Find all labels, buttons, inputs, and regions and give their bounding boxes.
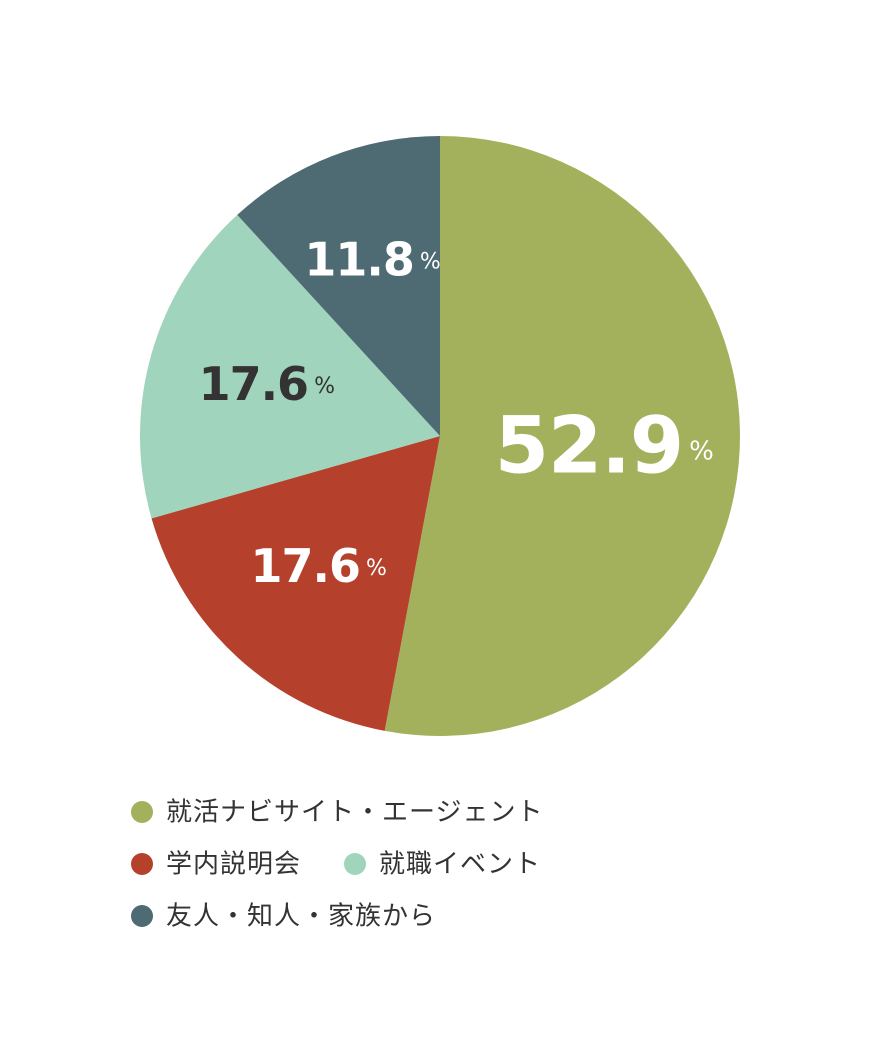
- data-label-value: 17.6: [251, 539, 361, 593]
- legend-marker: [131, 801, 153, 823]
- data-label-unit: %: [366, 556, 387, 581]
- data-label: 17.6%: [251, 539, 387, 593]
- data-label-unit: %: [689, 436, 714, 466]
- legend-marker: [131, 905, 153, 927]
- pie-slice: [384, 136, 740, 736]
- pie-slice: [140, 214, 441, 519]
- data-label-value: 52.9: [495, 402, 683, 492]
- data-label: 52.9%: [495, 402, 714, 492]
- legend-marker: [344, 853, 366, 875]
- legend-label: 学内説明会: [166, 850, 301, 880]
- legend-label: 友人・知人・家族から: [166, 902, 436, 932]
- data-label-value: 17.6: [199, 357, 309, 411]
- legend-label: 就活ナビサイト・エージェント: [166, 798, 543, 828]
- data-label: 11.8%: [304, 232, 440, 286]
- data-label-unit: %: [314, 374, 335, 399]
- data-label-unit: %: [420, 250, 441, 275]
- data-label-value: 11.8: [304, 232, 414, 286]
- legend-label: 就職イベント: [379, 850, 541, 880]
- legend-marker: [131, 853, 153, 875]
- pie-slice: [237, 136, 440, 436]
- pie-slice: [151, 436, 440, 731]
- data-label: 17.6%: [199, 357, 335, 411]
